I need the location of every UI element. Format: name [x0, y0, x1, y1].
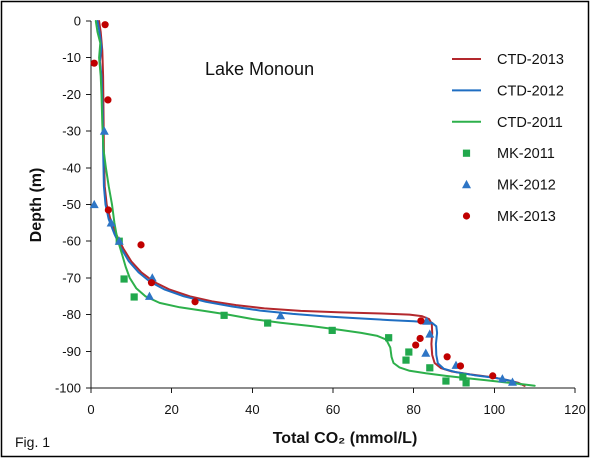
data-point-mk-2011 — [220, 311, 228, 319]
y-tick-label: -90 — [62, 344, 81, 359]
data-point-mk-2012 — [89, 199, 99, 209]
legend-label: CTD-2013 — [497, 52, 564, 68]
axes: 0 -10 -20 -30 -40 -50 -60 -70 -80 -90 -100 0 20 40 60 8… — [55, 14, 586, 418]
series-mk-2013 — [90, 21, 497, 380]
data-point-mk-2011 — [130, 293, 138, 301]
figure-label: Fig. 1 — [15, 434, 50, 450]
data-point-mk-2011 — [442, 377, 450, 385]
x-tick-label: 20 — [164, 402, 178, 417]
y-axis-label: Depth (m) — [28, 168, 45, 243]
legend: CTD-2013 CTD-2012 CTD-2011 MK-2011 MK-2012 MK… — [452, 52, 564, 225]
y-tick-label: -80 — [62, 307, 81, 322]
legend-swatch — [462, 149, 471, 157]
data-point-mk-2011 — [462, 379, 470, 387]
data-point-mk-2013 — [489, 372, 497, 380]
data-point-mk-2013 — [412, 341, 420, 349]
data-point-mk-2012 — [276, 311, 286, 320]
data-point-mk-2012 — [421, 348, 431, 357]
x-tick-label: 60 — [326, 402, 340, 417]
x-tick-label: 0 — [87, 402, 94, 417]
legend-item-mk-2012: MK-2012 — [462, 178, 556, 194]
y-tick-label: -20 — [62, 87, 81, 102]
y-tick-label: -70 — [62, 270, 81, 285]
series-mk-2012 — [89, 126, 517, 386]
x-tick-label: 120 — [564, 402, 586, 417]
data-point-mk-2011 — [328, 326, 336, 334]
legend-swatch — [462, 179, 471, 189]
series-markers — [89, 21, 517, 387]
chart-title: Lake Monoun — [205, 59, 314, 79]
x-axis-label: Total CO₂ (mmol/L) — [273, 430, 418, 447]
data-point-mk-2012 — [497, 374, 507, 383]
data-point-mk-2012 — [114, 236, 124, 245]
y-tick-label: -30 — [62, 124, 81, 139]
y-tick-label: -50 — [62, 197, 81, 212]
legend-label: CTD-2011 — [497, 115, 563, 131]
y-tick-label: -60 — [62, 234, 81, 249]
data-point-mk-2013 — [90, 59, 98, 67]
y-tick-label: -10 — [62, 50, 81, 65]
data-point-mk-2012 — [507, 377, 517, 386]
data-point-mk-2011 — [264, 319, 272, 327]
legend-label: MK-2012 — [497, 178, 556, 194]
series-lines — [94, 20, 536, 387]
x-tick-label: 100 — [483, 402, 505, 417]
data-point-mk-2013 — [104, 206, 112, 214]
data-point-mk-2012 — [425, 329, 435, 338]
legend-swatch — [462, 212, 471, 220]
x-tick-label: 40 — [245, 402, 259, 417]
legend-item-mk-2011: MK-2011 — [462, 146, 555, 162]
legend-item-ctd-2013: CTD-2013 — [452, 52, 564, 68]
y-tick-label: -40 — [62, 160, 81, 175]
data-point-mk-2013 — [456, 362, 465, 370]
data-point-mk-2013 — [443, 353, 451, 361]
data-point-mk-2013 — [147, 279, 156, 287]
data-point-mk-2011 — [405, 348, 413, 356]
series-line-ctd-2011 — [94, 20, 536, 387]
data-point-mk-2011 — [120, 275, 128, 283]
y-tick-label: 0 — [74, 14, 81, 29]
data-point-mk-2012 — [144, 291, 154, 300]
legend-item-ctd-2011: CTD-2011 — [452, 115, 563, 131]
data-point-mk-2013 — [101, 21, 109, 29]
data-point-mk-2012 — [422, 316, 432, 325]
data-point-mk-2011 — [385, 334, 393, 342]
y-tick-label: -100 — [55, 381, 81, 396]
data-point-mk-2012 — [106, 218, 116, 227]
data-point-mk-2013 — [137, 241, 145, 249]
data-point-mk-2013 — [417, 317, 425, 325]
plot-area — [89, 20, 536, 387]
data-point-mk-2012 — [99, 126, 109, 135]
data-point-mk-2013 — [104, 96, 112, 104]
legend-label: CTD-2012 — [497, 83, 564, 99]
data-point-mk-2011 — [426, 364, 434, 372]
data-point-mk-2013 — [191, 298, 199, 306]
data-point-mk-2011 — [459, 373, 467, 381]
legend-item-mk-2013: MK-2013 — [462, 209, 556, 225]
legend-label: MK-2013 — [497, 209, 556, 225]
x-tick-label: 80 — [406, 402, 420, 417]
legend-item-ctd-2012: CTD-2012 — [452, 83, 564, 99]
data-point-mk-2011 — [402, 356, 410, 364]
legend-label: MK-2011 — [497, 146, 555, 162]
data-point-mk-2013 — [416, 334, 424, 343]
